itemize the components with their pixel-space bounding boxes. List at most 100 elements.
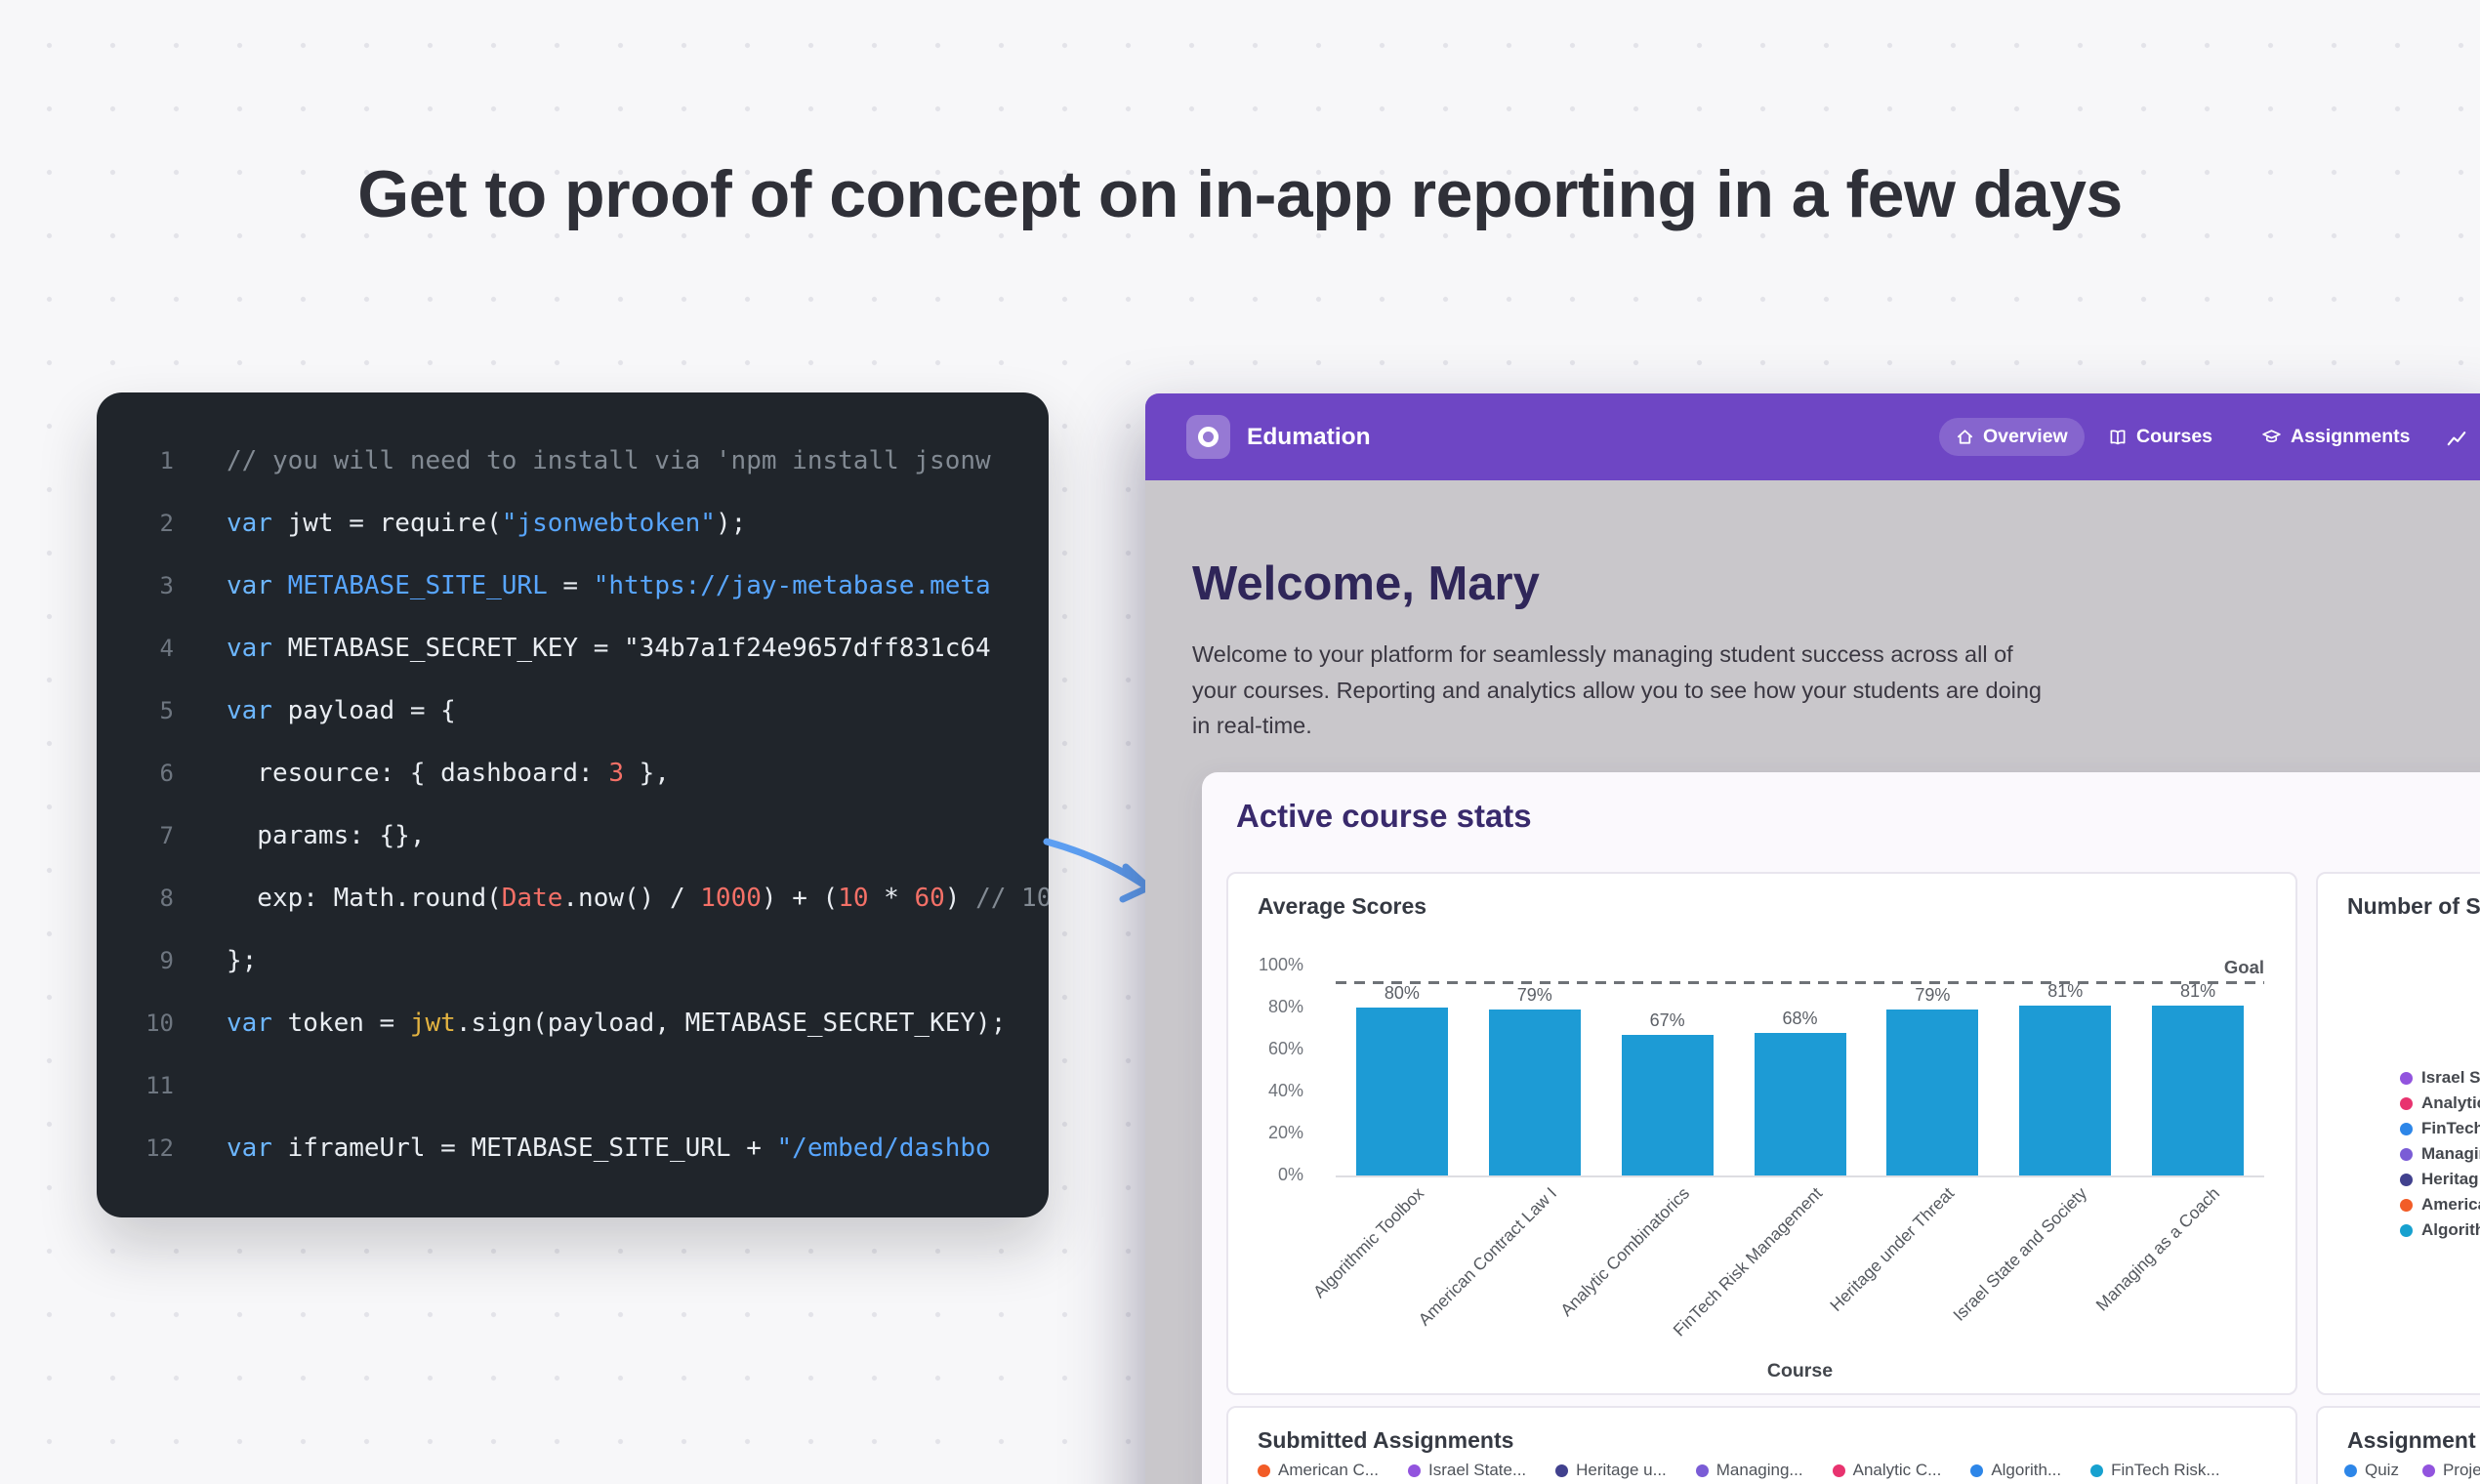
- legend-item[interactable]: Heritag: [2400, 1167, 2480, 1192]
- code-text: var iframeUrl = METABASE_SITE_URL + "/em…: [227, 1117, 991, 1179]
- code-token: 1000: [700, 884, 762, 913]
- code-token: var: [227, 1009, 272, 1038]
- code-line: 9};: [97, 929, 1049, 992]
- code-line: 12 var iframeUrl = METABASE_SITE_URL + "/…: [97, 1117, 1049, 1179]
- book-icon: [2110, 429, 2126, 444]
- number-of-students-card: Number of Stu Israel Sta Analytic FinTech M…: [2316, 872, 2480, 1395]
- average-scores-card: Average Scores 0% 20% 40% 60% 80% 100% Goal 80…: [1226, 872, 2297, 1395]
- code-line: 5 var payload = {: [97, 680, 1049, 742]
- legend-dot-icon: [2421, 1463, 2435, 1477]
- y-axis-tick-label: 0%: [1277, 1165, 1303, 1184]
- dashboard-header: Edumation Overview Courses Assignments: [1145, 393, 2480, 480]
- legend-item[interactable]: Managin: [2400, 1141, 2480, 1167]
- active-course-stats-card: Active course stats Average Scores 0% 20%…: [1202, 772, 2480, 1484]
- legend-item[interactable]: Algorith...: [1970, 1461, 2061, 1480]
- code-token: jwt: [409, 1009, 456, 1038]
- line-number: 6: [159, 760, 174, 787]
- y-axis-tick-label: 100%: [1258, 955, 1303, 974]
- legend-item[interactable]: American C...: [1258, 1461, 1379, 1480]
- code-text: var token = jwt.sign(payload, METABASE_S…: [227, 992, 1006, 1054]
- nav-item-analytics[interactable]: [2446, 393, 2467, 480]
- submitted-assignments-title: Submitted Assignments: [1258, 1427, 1514, 1453]
- code-token: token =: [271, 1009, 410, 1038]
- code-token: 3: [608, 759, 624, 788]
- app-title: Edumation: [1247, 424, 1371, 450]
- x-axis-tick-label: FinTech Risk Management: [1669, 1183, 1826, 1340]
- legend-label: FinTech: [2421, 1119, 2480, 1137]
- code-lines: 1 // you will need to install via 'npm in…: [97, 430, 1049, 1179]
- legend-item[interactable]: Analytic: [2400, 1091, 2480, 1116]
- code-token: var: [227, 509, 272, 538]
- score-bar[interactable]: [1488, 1010, 1581, 1175]
- bar-value-label: 81%: [2180, 980, 2216, 1001]
- code-text: var METABASE_SITE_URL = "https://jay-met…: [227, 555, 991, 617]
- score-bar[interactable]: [2152, 1005, 2245, 1175]
- nav-item-courses[interactable]: Courses: [2108, 393, 2212, 480]
- legend-item[interactable]: Heritage u...: [1555, 1461, 1667, 1480]
- line-number: 4: [159, 635, 174, 662]
- legend-item[interactable]: Analytic C...: [1832, 1461, 1942, 1480]
- edumation-dashboard-window: Edumation Overview Courses Assignments W…: [1145, 393, 2480, 1484]
- legend-item[interactable]: Israel Sta: [2400, 1065, 2480, 1091]
- code-token: *: [868, 884, 915, 913]
- legend-dot-icon: [2090, 1463, 2104, 1477]
- legend-item[interactable]: Managing...: [1695, 1461, 1803, 1480]
- code-token: // 10: [975, 884, 1049, 913]
- legend-item[interactable]: Proje...: [2421, 1461, 2480, 1480]
- nav-label: Overview: [1983, 426, 2068, 447]
- line-number: 8: [159, 885, 174, 912]
- score-bar[interactable]: [2019, 1005, 2112, 1175]
- graduation-cap-icon: [2262, 430, 2281, 442]
- assignment-types-title: Assignment Ty: [2347, 1427, 2480, 1453]
- line-number: 9: [159, 947, 174, 974]
- bar-value-label: 81%: [2047, 980, 2084, 1001]
- line-number: 10: [145, 1010, 174, 1037]
- legend-item[interactable]: Israel State...: [1407, 1461, 1527, 1480]
- legend-label: Israel State...: [1427, 1461, 1527, 1479]
- score-bar[interactable]: [1754, 1032, 1846, 1175]
- legend-label: FinTech Risk...: [2111, 1461, 2220, 1479]
- code-token: ) + (: [761, 884, 839, 913]
- average-scores-plot: Goal 80% 79% 67% 68% 79% 81% 81%: [1336, 957, 2264, 1177]
- assignment-types-card: Assignment Ty Quiz Proje...: [2316, 1406, 2480, 1484]
- legend-item[interactable]: Quiz: [2344, 1461, 2399, 1480]
- legend-label: Analytic C...: [1852, 1461, 1942, 1479]
- nav-item-overview[interactable]: Overview: [1939, 418, 2085, 456]
- code-line: 11: [97, 1054, 1049, 1117]
- code-token: .sign(payload, METABASE_SECRET_KEY);: [455, 1009, 1007, 1038]
- legend-dot-icon: [1407, 1463, 1421, 1477]
- submitted-assignments-card: Submitted Assignments American C... Israe…: [1226, 1406, 2297, 1484]
- code-token: params: {},: [227, 821, 426, 850]
- legend-item[interactable]: FinTech: [2400, 1116, 2480, 1141]
- average-scores-xlabels: Algorithmic Toolbox American Contract Law…: [1309, 1183, 2264, 1354]
- line-number: 5: [159, 697, 174, 724]
- nav-item-assignments[interactable]: Assignments: [2261, 393, 2410, 480]
- code-token: 60: [914, 884, 945, 913]
- goal-line: [1336, 981, 2264, 985]
- legend-item[interactable]: FinTech Risk...: [2090, 1461, 2220, 1480]
- score-bar[interactable]: [1886, 1010, 1979, 1175]
- code-token: resource: { dashboard:: [227, 759, 609, 788]
- line-number: 2: [159, 510, 174, 537]
- code-token: payload = {: [271, 696, 456, 725]
- code-line: 10 var token = jwt.sign(payload, METABASE…: [97, 992, 1049, 1054]
- welcome-text: Welcome to your platform for seamlessly …: [1192, 641, 2042, 738]
- legend-label: Heritage u...: [1576, 1461, 1667, 1479]
- line-number: 7: [159, 822, 174, 849]
- legend-dot-icon: [2400, 1071, 2413, 1085]
- legend-item[interactable]: Algorith: [2400, 1217, 2480, 1243]
- code-token: var: [227, 634, 272, 663]
- score-bar[interactable]: [1355, 1008, 1448, 1175]
- score-bar[interactable]: [1621, 1034, 1714, 1175]
- code-line: 6 resource: { dashboard: 3 },: [97, 742, 1049, 804]
- legend-dot-icon: [2400, 1096, 2413, 1110]
- legend-item[interactable]: America: [2400, 1192, 2480, 1217]
- code-text: var jwt = require("jsonwebtoken");: [227, 492, 746, 555]
- code-text: var payload = {: [227, 680, 456, 742]
- code-line: 2 var jwt = require("jsonwebtoken");: [97, 492, 1049, 555]
- code-text: params: {},: [227, 804, 426, 867]
- x-axis-title: Course: [1766, 1360, 1834, 1381]
- y-axis-tick-label: 80%: [1267, 997, 1303, 1016]
- edumation-logo[interactable]: [1186, 415, 1230, 459]
